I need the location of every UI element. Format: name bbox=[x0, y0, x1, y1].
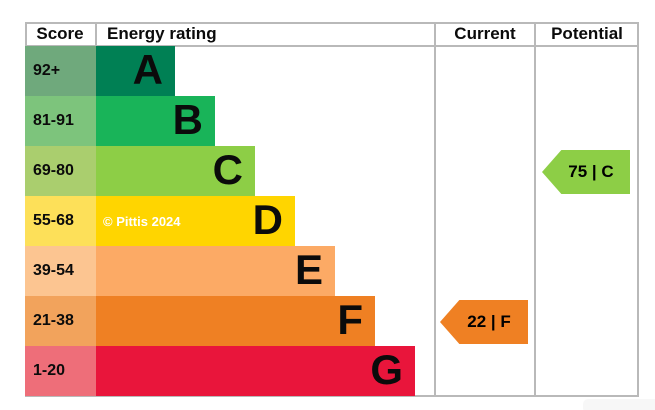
band-row-d: 55-68 D bbox=[25, 196, 415, 246]
band-bar-e: E bbox=[96, 246, 335, 296]
band-bar-g: G bbox=[96, 346, 415, 396]
band-bar-c: C bbox=[96, 146, 255, 196]
potential-header: Potential bbox=[551, 24, 623, 43]
band-rows: 92+ A 81-91 B 69-80 C 55-68 D 39-54 E 21… bbox=[25, 46, 415, 396]
band-letter-f: F bbox=[337, 296, 363, 344]
score-range-g: 1-20 bbox=[25, 346, 96, 396]
band-bar-b: B bbox=[96, 96, 215, 146]
energy-rating-header: Energy rating bbox=[107, 24, 217, 43]
band-letter-b: B bbox=[172, 96, 203, 144]
table-top-border bbox=[25, 22, 639, 24]
band-letter-g: G bbox=[370, 346, 403, 394]
table-right-border bbox=[637, 22, 639, 396]
band-bar-a: A bbox=[96, 46, 175, 96]
potential-rating-arrow: 75 | C bbox=[542, 150, 630, 194]
copyright-watermark: © Pittis 2024 bbox=[103, 213, 181, 229]
band-row-a: 92+ A bbox=[25, 46, 415, 96]
corner-watermark-pill bbox=[583, 399, 655, 410]
table-left-border bbox=[25, 22, 27, 46]
score-range-e: 39-54 bbox=[25, 246, 96, 296]
score-range-a: 92+ bbox=[25, 46, 96, 96]
current-header: Current bbox=[454, 24, 516, 43]
current-rating-arrow: 22 | F bbox=[440, 300, 528, 344]
band-letter-c: C bbox=[212, 146, 243, 194]
header-bottom-border bbox=[25, 45, 639, 47]
score-column-divider bbox=[95, 22, 97, 46]
band-row-f: 21-38 F bbox=[25, 296, 415, 346]
score-header: Score bbox=[36, 24, 84, 43]
band-bar-d: D bbox=[96, 196, 295, 246]
band-letter-e: E bbox=[294, 246, 323, 294]
band-bar-f: F bbox=[96, 296, 375, 346]
potential-column-divider bbox=[534, 22, 536, 396]
score-range-d: 55-68 bbox=[25, 196, 96, 246]
band-row-c: 69-80 C bbox=[25, 146, 415, 196]
band-letter-d: D bbox=[252, 196, 283, 244]
band-letter-a: A bbox=[132, 46, 163, 94]
band-row-b: 81-91 B bbox=[25, 96, 415, 146]
band-row-g: 1-20 G bbox=[25, 346, 415, 396]
current-column-divider bbox=[434, 22, 436, 396]
score-range-b: 81-91 bbox=[25, 96, 96, 146]
band-row-e: 39-54 E bbox=[25, 246, 415, 296]
score-range-f: 21-38 bbox=[25, 296, 96, 346]
score-range-c: 69-80 bbox=[25, 146, 96, 196]
table-bottom-border bbox=[25, 395, 639, 397]
